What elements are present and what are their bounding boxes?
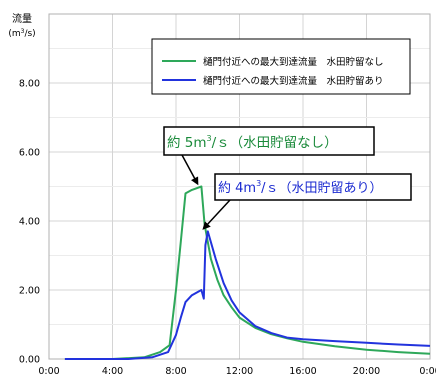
y-tick-label: 6.00 (19, 148, 40, 159)
series-group (64, 185, 431, 360)
annotation-no-storage-text: 約 5m3/ｓ（水田貯留なし） (167, 134, 338, 151)
legend-label-with-storage: 樋門付近への最大到達流量 水田貯留あり (203, 75, 384, 87)
y-tick-label: 2.00 (19, 286, 40, 297)
annotation-no-storage-arrow (181, 154, 199, 186)
annotation-no-storage: 約 5m3/ｓ（水田貯留なし） (163, 126, 375, 186)
series-line-no-storage (64, 185, 431, 360)
y-axis-label: 流量 (12, 12, 32, 25)
x-tick-label: 0:00 (38, 366, 59, 377)
y-tick-label: 4.00 (19, 217, 40, 228)
y-tick-label: 8.00 (19, 79, 40, 90)
plot-border (48, 13, 431, 360)
annotation-with-storage-text: 約 4m3/ｓ（水田貯留あり） (218, 179, 383, 196)
legend: 樋門付近への最大到達流量 水田貯留なし 樋門付近への最大到達流量 水田貯留あり (151, 38, 411, 95)
x-tick-label: 16:00 (289, 366, 316, 377)
y-axis-unit: (m3/s) (8, 28, 35, 39)
series-line-with-storage (64, 230, 431, 360)
annotation-with-storage-arrow (202, 199, 231, 230)
annotation-no-storage-box (163, 126, 375, 156)
x-tick-label: 0:00 (419, 366, 436, 377)
legend-label-no-storage: 樋門付近への最大到達流量 水田貯留なし (203, 56, 384, 68)
y-axis-unit-sup: 3 (21, 28, 25, 35)
tick-labels: 0:004:008:0012:0016:0020:000:000.002.004… (19, 79, 436, 378)
annotation-with-storage-box (214, 173, 412, 201)
x-tick-label: 20:00 (353, 366, 380, 377)
x-tick-label: 4:00 (102, 366, 123, 377)
y-axis-unit-tail: /s) (24, 29, 35, 39)
x-tick-label: 8:00 (165, 366, 186, 377)
x-tick-label: 12:00 (226, 366, 253, 377)
legend-box (151, 38, 411, 95)
y-tick-label: 0.00 (19, 355, 40, 366)
annotation-with-storage: 約 4m3/ｓ（水田貯留あり） (202, 173, 412, 230)
